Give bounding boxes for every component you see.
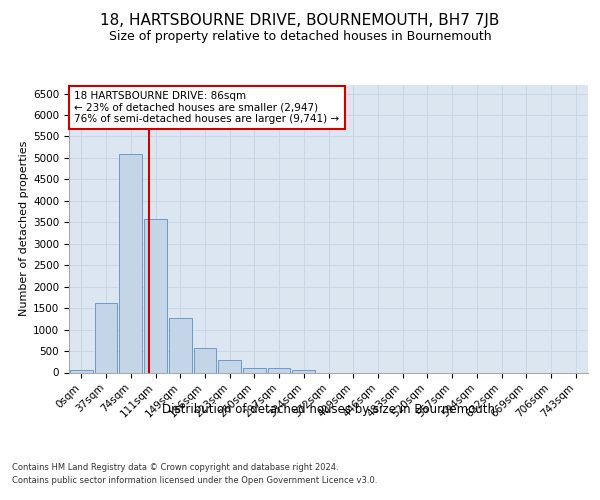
Bar <box>144 219 167 372</box>
Bar <box>119 154 142 372</box>
Text: Contains HM Land Registry data © Crown copyright and database right 2024.: Contains HM Land Registry data © Crown c… <box>12 462 338 471</box>
Text: Contains public sector information licensed under the Open Government Licence v3: Contains public sector information licen… <box>12 476 377 485</box>
Bar <box>243 368 266 372</box>
Bar <box>268 368 290 372</box>
Bar <box>218 360 241 372</box>
Bar <box>194 348 216 372</box>
Text: Distribution of detached houses by size in Bournemouth: Distribution of detached houses by size … <box>162 402 496 415</box>
Bar <box>169 318 191 372</box>
Bar <box>70 370 93 372</box>
Bar <box>292 370 315 372</box>
Text: 18, HARTSBOURNE DRIVE, BOURNEMOUTH, BH7 7JB: 18, HARTSBOURNE DRIVE, BOURNEMOUTH, BH7 … <box>100 12 500 28</box>
Bar <box>95 303 118 372</box>
Text: 18 HARTSBOURNE DRIVE: 86sqm
← 23% of detached houses are smaller (2,947)
76% of : 18 HARTSBOURNE DRIVE: 86sqm ← 23% of det… <box>74 91 340 124</box>
Text: Size of property relative to detached houses in Bournemouth: Size of property relative to detached ho… <box>109 30 491 43</box>
Y-axis label: Number of detached properties: Number of detached properties <box>19 141 29 316</box>
